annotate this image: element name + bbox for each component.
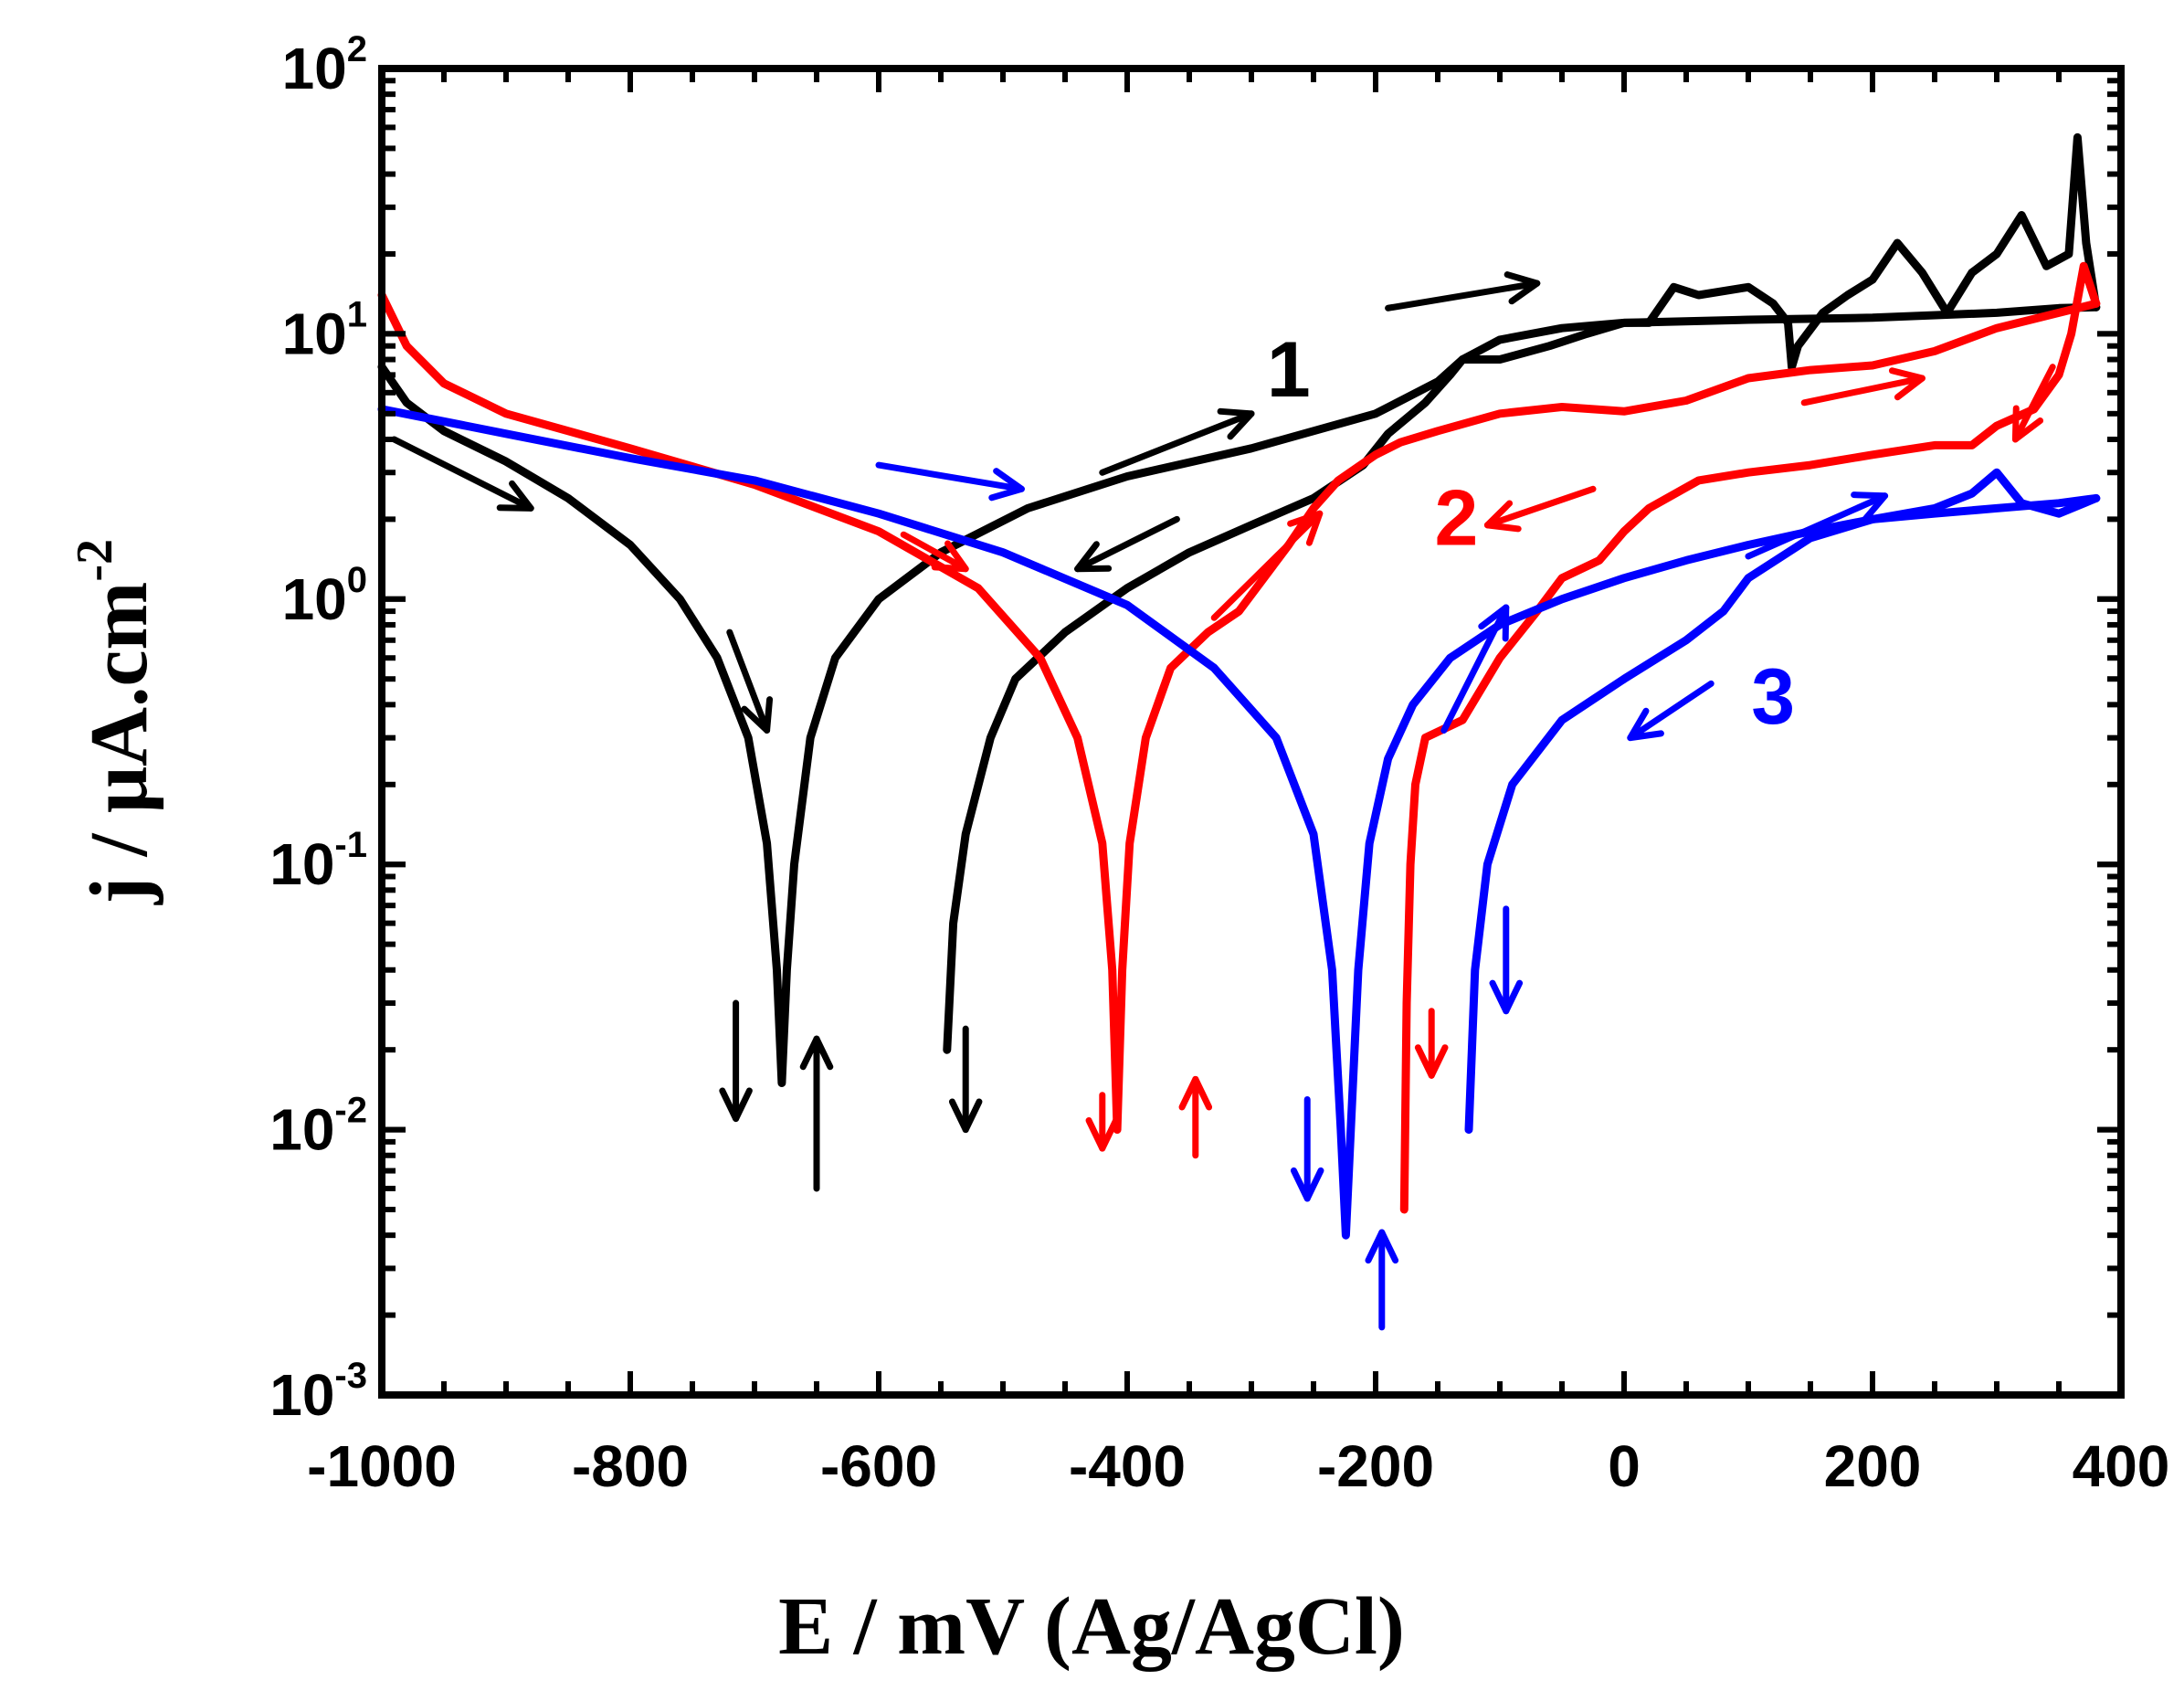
direction-arrow-icon (799, 1035, 834, 1192)
y-tick-base: 10 (269, 1362, 334, 1428)
y-tick-label: 10-2 (269, 1091, 367, 1163)
direction-arrow-icon (391, 436, 534, 512)
direction-arrow-icon (726, 629, 774, 734)
y-tick-exponent: 2 (347, 29, 367, 69)
direction-arrow-icon (1099, 407, 1255, 476)
direction-arrow-icon (1385, 271, 1541, 312)
y-axis-title-main: j / μA.cm (74, 582, 164, 905)
curve-labels: 1 2 3 (1267, 326, 1795, 741)
direction-arrow-icon (1414, 1008, 1449, 1079)
direction-arrow-icon (875, 461, 1025, 502)
direction-arrow-icon (1627, 680, 1714, 742)
direction-arrow-icon (1178, 1075, 1213, 1159)
y-tick-exponent: -3 (334, 1356, 367, 1396)
y-tick-label: 10-1 (269, 825, 367, 897)
x-tick-label: 200 (1824, 1433, 1922, 1499)
x-tick-label: -400 (1069, 1433, 1186, 1499)
curve-label-1: 1 (1267, 326, 1311, 414)
y-tick-exponent: 1 (347, 294, 367, 334)
y-tick-base: 10 (282, 36, 347, 101)
direction-arrow-icon (1085, 1092, 1120, 1152)
direction-arrow-icon (1290, 1096, 1324, 1202)
x-axis-title: E / mV (Ag/AgCl) (778, 1581, 1405, 1672)
x-tick-label: -600 (820, 1433, 937, 1499)
direction-arrow-icon (1440, 604, 1510, 734)
x-tick-label: -800 (572, 1433, 689, 1499)
curve-label-2: 2 (1434, 475, 1478, 563)
y-tick-base: 10 (269, 831, 334, 897)
y-tick-label: 101 (282, 294, 367, 366)
curves-layer (377, 132, 2101, 1240)
y-axis-title: j / μA.cm-2 (67, 539, 164, 905)
direction-arrow-icon (2011, 364, 2056, 443)
direction-arrow-icon (1365, 1229, 1399, 1331)
y-tick-label: 100 (282, 560, 367, 632)
x-tick-label: -200 (1317, 1433, 1434, 1499)
axes-box (378, 65, 2125, 1399)
direction-arrow-icon (1745, 491, 1889, 560)
plot-frame (378, 65, 2125, 1399)
direction-arrow-icon (1489, 905, 1524, 1015)
x-tick-label: 400 (2073, 1433, 2170, 1499)
curve-1-reverse (943, 132, 2101, 1054)
curve-3-forward (377, 405, 2101, 1240)
direction-arrow-icon (1800, 367, 1926, 407)
y-tick-label: 10-3 (269, 1356, 367, 1428)
x-tick-label: 0 (1608, 1433, 1641, 1499)
y-tick-exponent: -2 (334, 1091, 367, 1131)
direction-arrow-icon (1210, 510, 1324, 621)
direction-arrow-icon (948, 1025, 983, 1134)
y-axis-title-exponent: -2 (67, 539, 123, 582)
direction-arrow-icon (1483, 485, 1597, 533)
y-tick-exponent: 0 (347, 560, 367, 600)
curve-3-reverse (1464, 468, 2101, 1135)
curve-label-3: 3 (1751, 653, 1795, 741)
y-tick-base: 10 (282, 566, 347, 632)
y-tick-base: 10 (282, 301, 347, 366)
x-tick-labels: -1000 -800 -600 -400 -200 0 200 400 (307, 1433, 2169, 1499)
arrow-markers (391, 271, 2056, 1331)
direction-arrow-icon (719, 999, 753, 1123)
y-tick-base: 10 (269, 1097, 334, 1163)
y-tick-exponent: -1 (334, 825, 367, 865)
direction-arrow-icon (1074, 515, 1180, 573)
curve-2-forward (377, 291, 2101, 1135)
curve-2-reverse (1399, 261, 2101, 1214)
y-tick-label: 102 (282, 29, 367, 101)
direction-arrow-icon (900, 531, 969, 573)
x-tick-label: -1000 (307, 1433, 457, 1499)
